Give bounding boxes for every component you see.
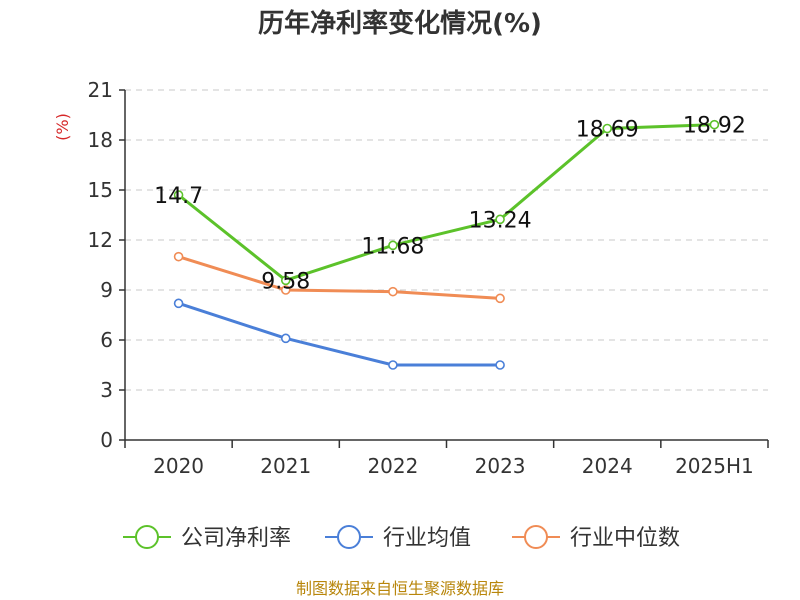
y-tick-label: 12	[88, 228, 113, 252]
legend-item[interactable]: 行业中位数	[512, 525, 680, 551]
x-tick-label: 2021	[260, 454, 311, 478]
data-point	[173, 298, 184, 309]
data-point	[280, 333, 291, 344]
data-label: 9.58	[261, 269, 310, 294]
data-point	[388, 360, 398, 370]
data-point	[495, 214, 505, 225]
gridlines	[125, 89, 768, 391]
y-tick-label: 9	[100, 278, 113, 302]
x-tick-label: 2020	[153, 454, 204, 478]
y-tick-label: 6	[100, 328, 113, 352]
series-line	[178, 255, 501, 300]
data-label: 18.92	[683, 114, 746, 139]
legend-marker	[135, 525, 159, 549]
data-label: 13.24	[469, 208, 532, 233]
data-label: 11.68	[361, 234, 424, 259]
x-tick-label: 2022	[367, 454, 418, 478]
y-tick-label: 0	[100, 428, 113, 452]
y-tick-label: 18	[88, 128, 113, 152]
chart-title: 历年净利率变化情况(%)	[258, 8, 542, 39]
legend-marker	[524, 525, 548, 549]
series-lines	[173, 119, 720, 370]
source-note: 制图数据来自恒生聚源数据库	[296, 579, 504, 598]
series-line	[178, 301, 501, 367]
legend-marker	[337, 525, 361, 549]
x-tick-label: 2024	[582, 454, 633, 478]
data-point	[280, 275, 291, 286]
data-point	[388, 240, 398, 251]
legend-label: 行业中位数	[570, 526, 680, 551]
axes: 0 3 6 9 12 15 18 21 2020 2021 2022 2023 2024 2025H1	[88, 78, 769, 478]
data-label: 14.7	[154, 184, 203, 209]
series-line	[177, 123, 715, 282]
data-point	[173, 251, 184, 262]
y-tick-label: 15	[88, 178, 113, 202]
data-point	[388, 286, 398, 297]
data-point	[495, 293, 505, 304]
legend-label: 行业均值	[383, 526, 471, 551]
x-tick-label: 2025H1	[675, 454, 754, 478]
legend-item[interactable]: 公司净利率	[123, 525, 291, 551]
x-tick-label: 2023	[475, 454, 526, 478]
data-point	[280, 285, 291, 295]
data-point	[495, 360, 505, 370]
y-tick-label: 3	[100, 378, 113, 402]
y-axis-label: (%)	[53, 113, 72, 141]
data-point	[173, 190, 184, 200]
data-labels: 14.7 9.58 11.68 13.24 18.69 18.92	[154, 114, 746, 295]
legend-item[interactable]: 行业均值	[325, 525, 471, 551]
legend[interactable]: 公司净利率 行业均值 行业中位数	[123, 525, 680, 551]
data-label: 18.69	[576, 118, 639, 143]
data-point	[602, 123, 613, 134]
legend-label: 公司净利率	[181, 526, 291, 551]
y-tick-label: 21	[88, 78, 113, 102]
data-point	[709, 119, 720, 130]
